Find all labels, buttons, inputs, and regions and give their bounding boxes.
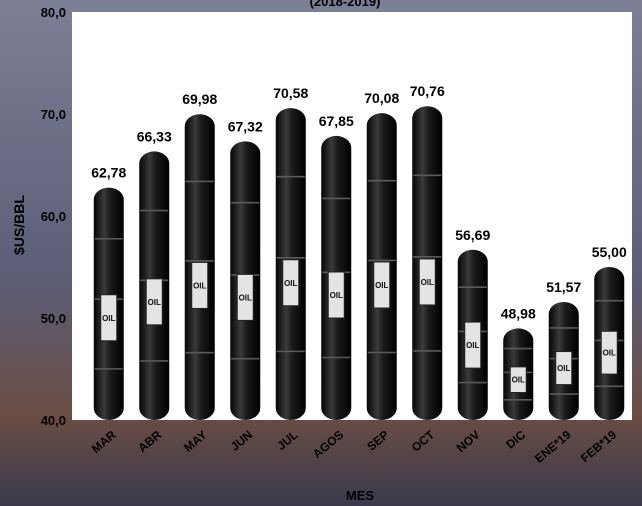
value-label: 67,85 (319, 113, 354, 129)
barrel-oil-label (191, 261, 209, 309)
value-label: 62,78 (91, 165, 126, 181)
bar-may: OIL (184, 114, 215, 420)
bar-abr: OIL (139, 151, 170, 420)
y-tick-label: 80,0 (41, 5, 66, 20)
barrel-oil-text: OIL (193, 281, 206, 290)
barrel-oil-label (464, 321, 482, 369)
barrel-oil-text: OIL (102, 314, 115, 323)
y-tick-labels: 40,0 50,0 60,0 70,0 80,0 (41, 5, 66, 428)
bar-oct: OIL (412, 106, 443, 421)
barrel-oil-label (373, 261, 391, 309)
value-label: 55,00 (592, 244, 627, 260)
value-label: 69,98 (182, 91, 217, 107)
value-label: 66,33 (137, 128, 172, 144)
barrel-oil-text: OIL (330, 291, 343, 300)
y-tick-label: 60,0 (41, 209, 66, 224)
bars-layer: OIL OIL OIL OIL OIL OIL OIL OIL OIL OIL OIL OIL (93, 106, 625, 421)
bar-dic: OIL (503, 328, 534, 420)
value-label: 70,76 (410, 83, 445, 99)
bar-agos: OIL (321, 135, 352, 420)
value-label: 51,57 (546, 279, 581, 295)
barrel-oil-label (555, 351, 573, 386)
value-labels: 62,78 66,33 69,98 67,32 70,58 67,85 70,08 70,76… (91, 83, 627, 321)
bar-mar: OIL (93, 187, 124, 420)
barrel-oil-text: OIL (421, 278, 434, 287)
value-label: 70,58 (273, 85, 308, 101)
barrel-oil-label (236, 273, 254, 321)
barrel-oil-text: OIL (557, 364, 570, 373)
y-axis-label: $US/BBL (11, 195, 27, 255)
barrel-oil-label (600, 330, 618, 375)
barrel-oil-text: OIL (239, 293, 252, 302)
bar-sep: OIL (366, 113, 397, 421)
bar-feb19: OIL (594, 267, 625, 420)
y-tick-label: 40,0 (41, 413, 66, 428)
barrel-oil-text: OIL (375, 281, 388, 290)
value-label: 70,08 (364, 90, 399, 106)
y-tick-label: 50,0 (41, 311, 66, 326)
x-axis-label: MES (346, 488, 375, 503)
barrel-oil-text: OIL (284, 279, 297, 288)
value-label: 48,98 (501, 305, 536, 321)
bar-ene19: OIL (548, 301, 579, 420)
bar-jun: OIL (230, 141, 261, 420)
barrel-oil-text: OIL (603, 349, 616, 358)
chart-title: (2018-2019) (310, 0, 381, 9)
barrel-oil-label (418, 258, 436, 306)
barrel-oil-label (100, 294, 118, 342)
barrel-oil-text: OIL (148, 298, 161, 307)
bar-nov: OIL (457, 249, 488, 420)
barrel-oil-text: OIL (512, 376, 525, 385)
barrel-oil-label (145, 278, 163, 326)
barrel-oil-label (509, 366, 527, 394)
barrel-oil-text: OIL (466, 341, 479, 350)
barrel-oil-label (282, 259, 300, 307)
value-label: 67,32 (228, 118, 263, 134)
bar-jul: OIL (275, 108, 306, 421)
value-label: 56,69 (455, 227, 490, 243)
barrel-oil-label (327, 271, 345, 319)
y-tick-label: 70,0 (41, 107, 66, 122)
